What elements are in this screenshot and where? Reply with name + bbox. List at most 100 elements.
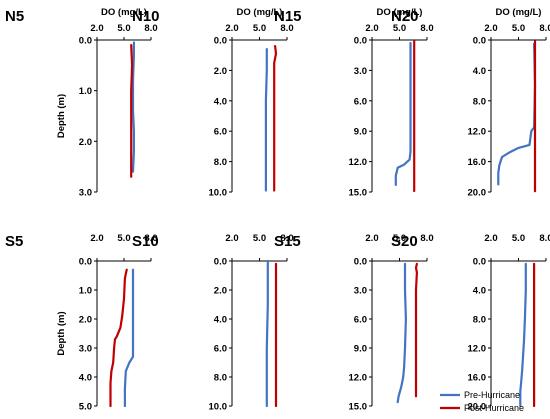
- y-axis-title: Depth (m): [56, 311, 67, 355]
- panel-n5: N5 DO (mg/L) 2.0 5.0 8.0 0.0 1.0 2.0 3.0 Depth (m…: [5, 7, 158, 199]
- x-tick-label: 2.0: [484, 23, 497, 34]
- y-tick-label: 12.0: [468, 344, 487, 355]
- pre-hurricane-line: [264, 47, 268, 192]
- y-tick-label: 3.0: [79, 344, 92, 355]
- x-tick-label: 2.0: [225, 23, 238, 34]
- panel-title: N15: [274, 8, 302, 25]
- panel-s15: S15 2.0 5.0 8.0 0.0 3.0 6.0 9.0 12.0 15.0: [274, 233, 434, 413]
- panel-title: S15: [274, 233, 301, 250]
- y-tick-label: 0.0: [79, 36, 92, 47]
- pre-hurricane-line: [396, 262, 407, 404]
- post-hurricane-line: [130, 43, 134, 178]
- y-tick-label: 10.0: [209, 188, 228, 199]
- pre-hurricane-line: [131, 41, 135, 173]
- panel-s10: S10 2.0 5.0 8.0 0.0 2.0 4.0 6.0 8.0 10.0: [132, 233, 294, 413]
- y-tick-label: 8.0: [473, 315, 486, 326]
- panel-title: S5: [5, 233, 23, 250]
- x-axis-title: DO (mg/L): [377, 7, 423, 18]
- y-tick-label: 3.0: [354, 66, 367, 77]
- legend-label-pre-hurricane: Pre-Hurricane: [464, 390, 520, 400]
- y-tick-label: 16.0: [468, 157, 487, 168]
- x-tick-label: 8.0: [539, 233, 550, 244]
- panel-n15: N15 DO (mg/L) 2.0 5.0 8.0 0.0 3.0 6.0 9.0 12.0 15.…: [274, 7, 434, 199]
- y-tick-label: 3.0: [79, 188, 92, 199]
- x-tick-label: 2.0: [484, 233, 497, 244]
- y-tick-label: 15.0: [349, 188, 368, 199]
- x-axis-title: DO (mg/L): [496, 7, 542, 18]
- x-tick-label: 8.0: [144, 233, 157, 244]
- y-tick-label: 1.0: [79, 286, 92, 297]
- y-tick-label: 6.0: [354, 315, 367, 326]
- y-tick-label: 0.0: [354, 257, 367, 268]
- y-tick-label: 4.0: [214, 96, 227, 107]
- x-tick-label: 8.0: [539, 23, 550, 34]
- y-tick-label: 12.0: [349, 373, 368, 384]
- y-tick-label: 10.0: [209, 402, 228, 413]
- x-tick-label: 2.0: [365, 23, 378, 34]
- pre-hurricane-line: [519, 262, 527, 408]
- y-tick-label: 0.0: [79, 257, 92, 268]
- panel-title: N5: [5, 8, 24, 25]
- y-tick-label: 6.0: [214, 344, 227, 355]
- x-tick-label: 5.0: [253, 233, 266, 244]
- y-tick-label: 1.0: [79, 86, 92, 97]
- y-tick-label: 8.0: [214, 373, 227, 384]
- x-axis-title: DO (mg/L): [237, 7, 283, 18]
- x-tick-label: 2.0: [90, 23, 103, 34]
- x-tick-label: 2.0: [225, 233, 238, 244]
- panel-title: N20: [391, 8, 419, 25]
- y-tick-label: 2.0: [79, 315, 92, 326]
- x-tick-label: 2.0: [90, 233, 103, 244]
- y-tick-label: 2.0: [214, 66, 227, 77]
- y-tick-label: 4.0: [79, 373, 92, 384]
- y-tick-label: 15.0: [349, 402, 368, 413]
- panel-title: N10: [132, 8, 160, 25]
- y-tick-label: 5.0: [79, 402, 92, 413]
- y-tick-label: 6.0: [214, 127, 227, 138]
- y-axis-title: Depth (m): [56, 94, 67, 138]
- panel-n10: N10 DO (mg/L) 2.0 5.0 8.0 0.0 2.0 4.0 6.0 8.0 10.0: [132, 7, 294, 199]
- y-tick-label: 2.0: [214, 286, 227, 297]
- y-tick-label: 4.0: [473, 66, 486, 77]
- legend-label-post-hurricane: Post-Hurricane: [464, 403, 524, 413]
- panel-s20: S20 2.0 5.0 8.0 0.0 4.0 8.0 12.0 16.0 20.0: [391, 233, 550, 413]
- x-tick-label: 8.0: [144, 23, 157, 34]
- post-hurricane-line: [414, 262, 418, 398]
- x-tick-label: 2.0: [365, 233, 378, 244]
- y-tick-label: 0.0: [214, 257, 227, 268]
- y-tick-label: 2.0: [79, 137, 92, 148]
- y-tick-label: 9.0: [354, 344, 367, 355]
- x-axis-title: DO (mg/L): [101, 7, 147, 18]
- y-tick-label: 3.0: [354, 286, 367, 297]
- x-tick-label: 5.0: [117, 23, 130, 34]
- pre-hurricane-line: [394, 41, 412, 186]
- post-hurricane-line: [109, 268, 128, 408]
- x-tick-label: 8.0: [280, 233, 293, 244]
- y-tick-label: 0.0: [214, 36, 227, 47]
- post-hurricane-line: [273, 44, 278, 192]
- y-tick-label: 9.0: [354, 127, 367, 138]
- panel-title: S20: [391, 233, 418, 250]
- x-tick-label: 5.0: [512, 23, 525, 34]
- y-tick-label: 12.0: [349, 157, 368, 168]
- pre-hurricane-line: [123, 268, 135, 408]
- y-tick-label: 0.0: [354, 36, 367, 47]
- pre-hurricane-line: [265, 259, 269, 408]
- x-tick-label: 8.0: [280, 23, 293, 34]
- x-tick-label: 5.0: [512, 233, 525, 244]
- panel-s5: S5 2.0 5.0 8.0 0.0 1.0 2.0 3.0 4.0 5.0 Depth (m): [5, 233, 158, 413]
- y-tick-label: 0.0: [473, 36, 486, 47]
- panel-title: S10: [132, 233, 159, 250]
- y-tick-label: 16.0: [468, 373, 487, 384]
- y-tick-label: 20.0: [468, 188, 487, 199]
- y-tick-label: 6.0: [354, 96, 367, 107]
- y-tick-label: 4.0: [214, 315, 227, 326]
- legend: Pre-Hurricane Post-Hurricane: [440, 390, 524, 413]
- panel-n20: N20 DO (mg/L) 2.0 5.0 8.0 0.0 4.0 8.0 12.0 16.0 20…: [391, 7, 550, 199]
- pre-hurricane-line: [497, 42, 537, 186]
- x-tick-label: 8.0: [420, 233, 433, 244]
- y-tick-label: 12.0: [468, 127, 487, 138]
- x-tick-label: 5.0: [117, 233, 130, 244]
- x-tick-label: 8.0: [420, 23, 433, 34]
